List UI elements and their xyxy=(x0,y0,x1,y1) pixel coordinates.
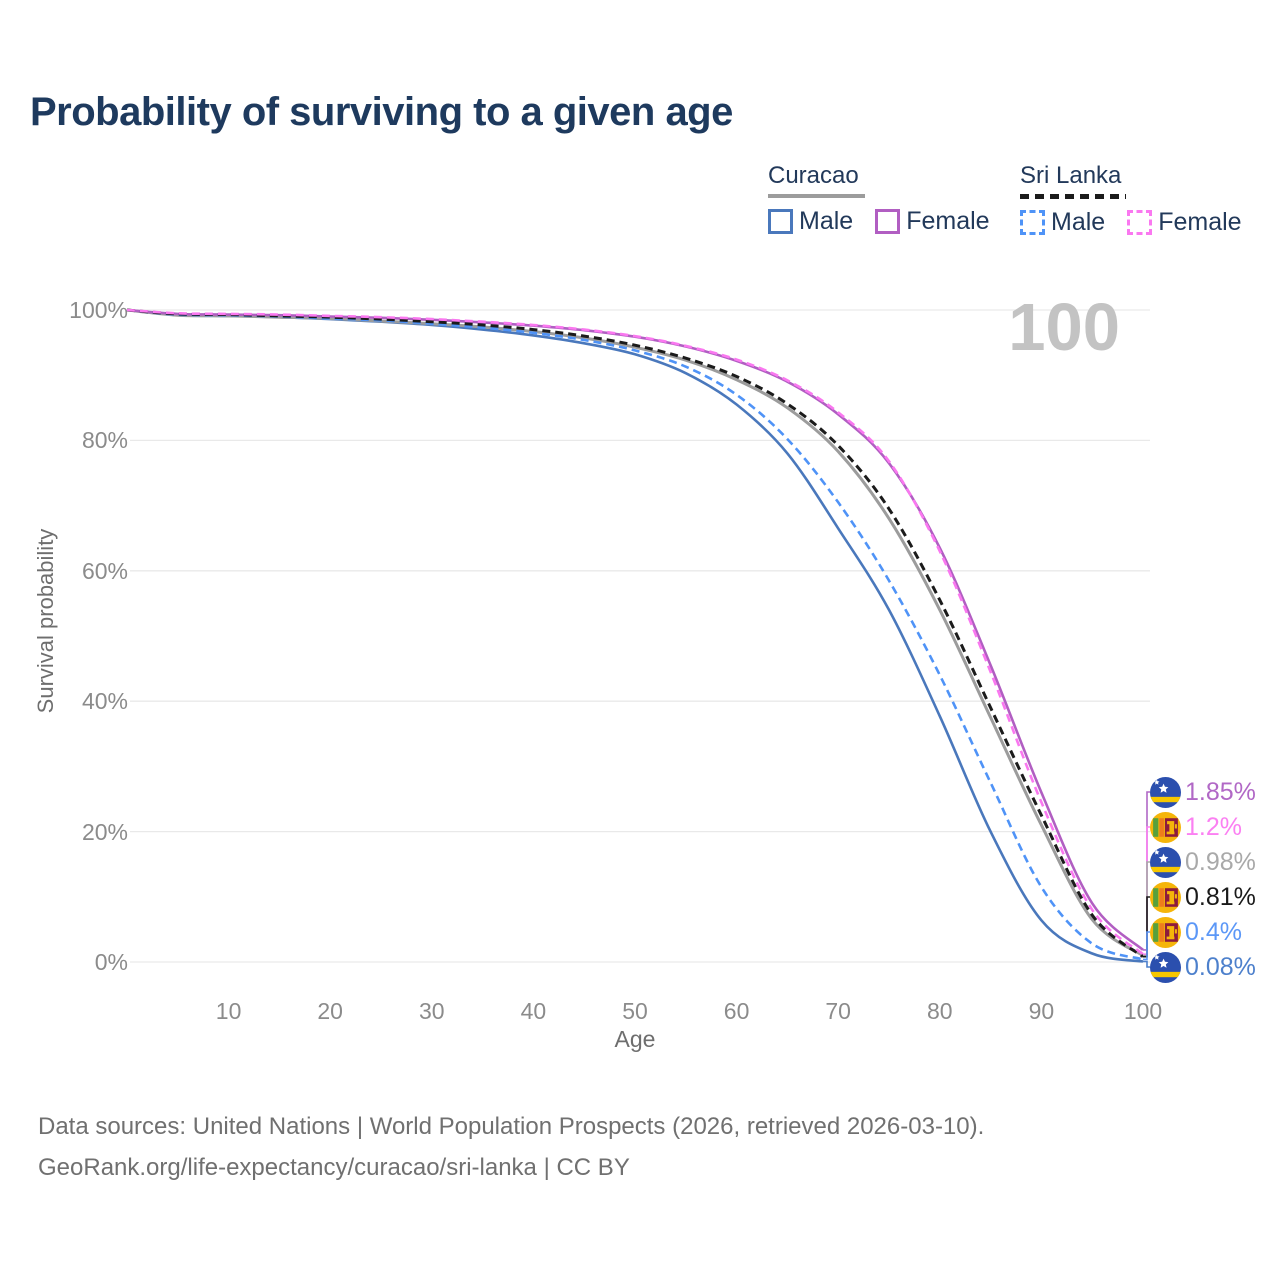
legend-group-curacao-title: Curacao xyxy=(768,162,859,189)
end-label-value: 0.4% xyxy=(1185,917,1242,946)
x-tick-label: 10 xyxy=(215,998,242,1024)
x-tick-label: 30 xyxy=(419,998,445,1024)
curve-sl_female xyxy=(126,308,1144,956)
sri-lanka-flag-icon xyxy=(1150,881,1181,913)
legend-underline-sri-lanka xyxy=(1020,194,1126,199)
y-tick-label: 80% xyxy=(81,427,128,454)
curve-cw_female xyxy=(126,308,1144,951)
end-label-cw_male: 0.08% xyxy=(1150,951,1256,983)
y-tick-label: 40% xyxy=(81,688,128,715)
end-label-value: 0.08% xyxy=(1185,952,1256,981)
legend-label-sri-lanka-female: Female xyxy=(1158,208,1242,236)
end-label-value: 1.2% xyxy=(1185,812,1242,841)
end-label-cw_female: 1.85% xyxy=(1150,776,1256,808)
curve-sl_male xyxy=(126,308,1144,961)
end-label-value: 0.98% xyxy=(1185,847,1256,876)
legend-label-curacao-female: Female xyxy=(906,207,990,235)
page-title: Probability of surviving to a given age xyxy=(30,90,733,134)
legend-group-sri-lanka-title: Sri Lanka xyxy=(1020,162,1122,189)
y-tick-label: 100% xyxy=(69,297,128,323)
x-tick-label: 100 xyxy=(1123,998,1163,1024)
x-tick-label: 60 xyxy=(723,998,750,1024)
end-label-value: 0.81% xyxy=(1185,882,1256,911)
end-label-sl_total: 0.81% xyxy=(1150,881,1256,913)
footer-data-sources: Data sources: United Nations | World Pop… xyxy=(38,1113,985,1140)
age-counter-watermark: 100 xyxy=(1008,290,1120,365)
curacao-flag-icon xyxy=(1150,951,1181,983)
curacao-flag-icon xyxy=(1150,776,1181,808)
end-label-connector-sl_male xyxy=(1143,931,1150,961)
legend-group-curacao: Curacao Male Female xyxy=(768,162,1012,236)
end-label-sl_male: 0.4% xyxy=(1150,916,1242,948)
x-tick-label: 50 xyxy=(622,998,648,1024)
x-tick-label: 90 xyxy=(1028,998,1055,1024)
end-label-connector-sl_total xyxy=(1143,896,1150,958)
x-tick-label: 20 xyxy=(317,998,343,1024)
end-label-connector-cw_male xyxy=(1143,960,1150,968)
y-tick-label: 0% xyxy=(94,949,128,975)
curve-sl_total xyxy=(126,308,1144,958)
legend-swatch-sri-lanka-female xyxy=(1127,210,1153,235)
curacao-flag-icon xyxy=(1150,846,1181,878)
footer-attribution: GeoRank.org/life-expectancy/curacao/sri-… xyxy=(38,1154,630,1182)
legend-label-sri-lanka-male: Male xyxy=(1051,208,1106,236)
x-tick-label: 80 xyxy=(927,998,953,1024)
legend-group-sri-lanka: Sri Lanka Male Female xyxy=(1020,162,1264,237)
legend-label-curacao-male: Male xyxy=(799,207,854,235)
y-tick-label: 60% xyxy=(81,557,128,584)
end-label-sl_female: 1.2% xyxy=(1150,811,1242,843)
x-axis-title: Age xyxy=(614,1026,656,1052)
y-tick-label: 20% xyxy=(81,818,128,845)
footer: Data sources: United Nations | World Pop… xyxy=(38,1106,984,1189)
curve-cw_male xyxy=(126,308,1144,963)
end-label-value: 1.85% xyxy=(1185,777,1256,806)
legend-swatch-curacao-female xyxy=(875,209,901,234)
sri-lanka-flag-icon xyxy=(1150,811,1181,843)
curve-cw_total xyxy=(126,308,1144,957)
end-label-cw_total: 0.98% xyxy=(1150,846,1256,878)
x-tick-label: 70 xyxy=(825,998,851,1024)
sri-lanka-flag-icon xyxy=(1150,916,1181,948)
legend-underline-curacao xyxy=(768,194,865,198)
legend-swatch-curacao-male xyxy=(768,209,793,234)
x-tick-label: 40 xyxy=(520,998,547,1024)
legend-swatch-sri-lanka-male xyxy=(1020,210,1045,235)
